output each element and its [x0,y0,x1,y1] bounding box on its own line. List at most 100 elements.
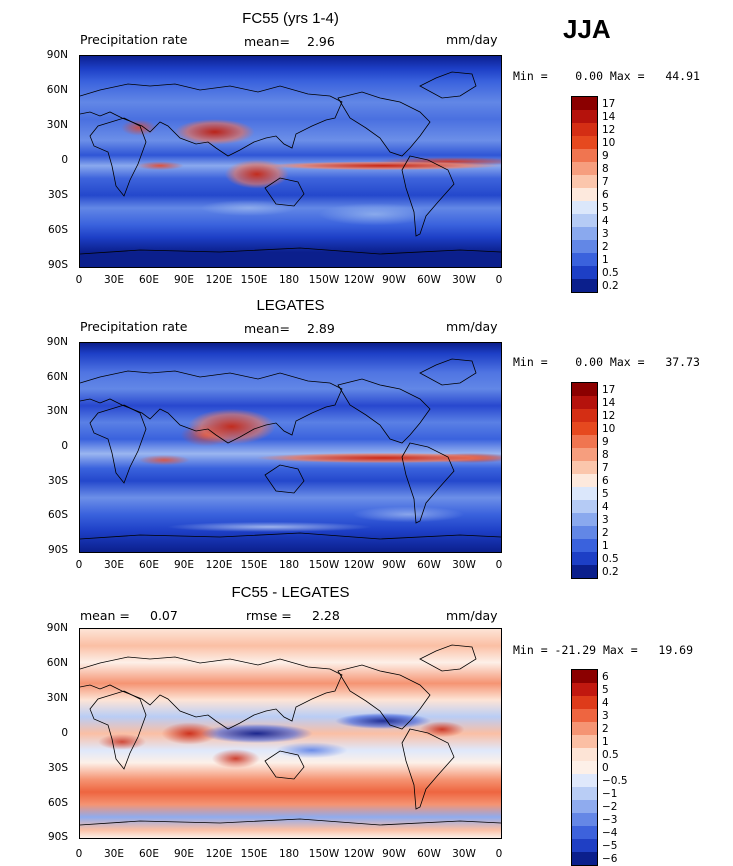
colorbar-label: 0.5 [602,749,619,761]
y-tick: 30N [46,119,68,131]
mean-label: mean= [244,34,290,49]
colorbar-label: 1 [602,540,609,552]
colorbar-label: 8 [602,449,609,461]
mean-label: mean= [244,321,290,336]
y-tick: 90S [47,544,68,556]
y-tick: 90S [47,259,68,271]
panel-title: FC55 (yrs 1-4) [242,10,339,27]
colorbar-label: 0.2 [602,280,619,292]
colorbar-label: 7 [602,176,609,188]
colorbar-label: 7 [602,462,609,474]
y-tick: 30N [46,692,68,704]
colorbar-label: −0.5 [602,775,628,787]
x-tick: 60W [417,848,441,860]
x-tick: 90W [382,848,406,860]
colorbar-label: 4 [602,697,609,709]
y-tick: 90S [47,831,68,843]
y-tick: 30S [47,762,68,774]
mean-label: mean = [80,608,130,623]
min-max-readout: Min = 0.00 Max = 44.91 [513,69,700,83]
x-tick: 60W [417,559,441,571]
colorbar-label: 0.5 [602,267,619,279]
x-tick: 60E [139,848,159,860]
y-tick: 30N [46,405,68,417]
colorbar-label: 6 [602,671,609,683]
colorbar-label: 0.2 [602,566,619,578]
colorbar-label: 10 [602,137,616,149]
x-tick: 30E [104,559,124,571]
y-tick: 0 [61,727,68,739]
precip-map [79,55,502,268]
coastlines [80,71,501,255]
colorbar-label: −6 [602,853,618,865]
colorbar-label: 1 [602,254,609,266]
x-tick: 30E [104,848,124,860]
precip-map [79,342,502,553]
y-tick: 60S [47,224,68,236]
colorbar-label: 3 [602,710,609,722]
x-tick: 30E [104,274,124,286]
x-tick: 120E [205,274,233,286]
x-tick: 150W [308,848,340,860]
colorbar-label: 2 [602,723,609,735]
colorbar-label: 10 [602,423,616,435]
units-label: mm/day [446,32,498,47]
colorbar-label: 3 [602,514,609,526]
colorbar-label: 2 [602,527,609,539]
y-tick: 60S [47,797,68,809]
coastlines [80,358,501,540]
y-tick: 60N [46,371,68,383]
y-tick: 30S [47,475,68,487]
colorbar-label: −2 [602,801,618,813]
x-tick: 90E [174,274,194,286]
mean-value: 2.96 [307,34,335,49]
x-tick: 120E [205,848,233,860]
y-tick: 90N [46,336,68,348]
x-tick: 150W [308,559,340,571]
x-tick: 90W [382,559,406,571]
colorbar-label: −4 [602,827,618,839]
min-max-readout: Min = 0.00 Max = 37.73 [513,355,700,369]
colorbar-label: 4 [602,501,609,513]
colorbar [571,669,598,866]
variable-label: Precipitation rate [80,32,188,47]
colorbar-label: 5 [602,488,609,500]
panel-title: FC55 - LEGATES [231,584,350,601]
colorbar-label: −1 [602,788,618,800]
x-tick: 90W [382,274,406,286]
min-max-readout: Min = -21.29 Max = 19.69 [513,643,694,657]
x-tick: 150W [308,274,340,286]
colorbar-label: 6 [602,189,609,201]
x-tick: 120E [205,559,233,571]
x-tick: 0 [75,559,83,571]
y-tick: 30S [47,189,68,201]
colorbar-label: 2 [602,241,609,253]
colorbar-label: 9 [602,150,609,162]
x-tick: 60E [139,559,159,571]
panel-title: LEGATES [256,297,325,314]
y-tick: 0 [61,154,68,166]
colorbar-label: 3 [602,228,609,240]
x-tick: 180 [278,848,300,860]
x-tick: 90E [174,848,194,860]
colorbar-label: 5 [602,684,609,696]
x-tick: 90E [174,559,194,571]
colorbar-label: 6 [602,475,609,487]
colorbar-label: 9 [602,436,609,448]
x-tick: 150E [240,848,268,860]
difference-map [79,628,502,839]
x-tick: 30W [452,274,476,286]
x-tick: 150E [240,274,268,286]
colorbar-label: 8 [602,163,609,175]
variable-label: Precipitation rate [80,319,188,334]
colorbar-label: −5 [602,840,618,852]
rmse-label: rmse = [246,608,292,623]
units-label: mm/day [446,608,498,623]
colorbar-label: −3 [602,814,618,826]
x-tick: 30W [452,559,476,571]
colorbar-label: 4 [602,215,609,227]
y-tick: 60N [46,657,68,669]
x-tick: 180 [278,559,300,571]
colorbar-label: 12 [602,410,616,422]
colorbar-label: 0 [602,762,609,774]
